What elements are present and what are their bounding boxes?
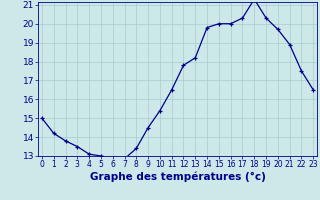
- X-axis label: Graphe des températures (°c): Graphe des températures (°c): [90, 172, 266, 182]
